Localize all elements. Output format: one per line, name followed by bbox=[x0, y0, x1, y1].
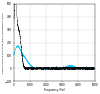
Y-axis label: Engine vibration amplitude (black) and gearbox (blue): Engine vibration amplitude (black) and g… bbox=[2, 12, 4, 73]
X-axis label: Frequency (Hz): Frequency (Hz) bbox=[44, 88, 65, 92]
